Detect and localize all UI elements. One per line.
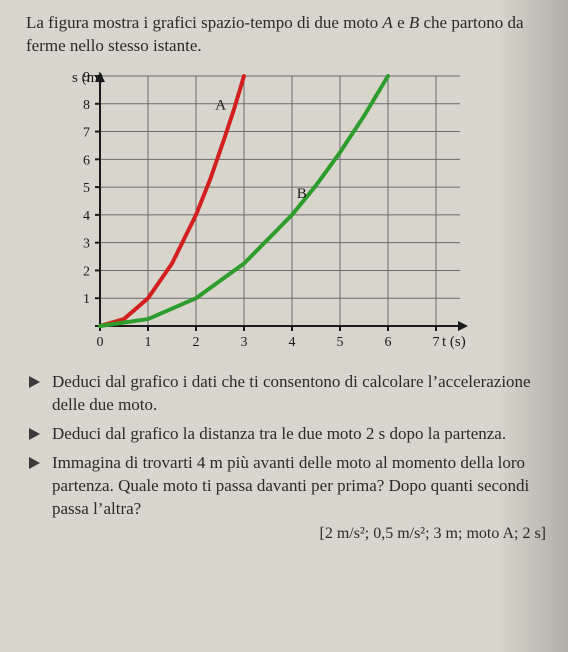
bullet-triangle-icon <box>28 375 42 389</box>
svg-text:s (m): s (m) <box>72 70 103 86</box>
svg-text:1: 1 <box>145 335 152 350</box>
question-text: Immagina di trovarti 4 m più avanti dell… <box>52 452 550 521</box>
svg-text:t (s): t (s) <box>442 334 466 350</box>
series-label-B: B <box>297 186 307 202</box>
svg-text:5: 5 <box>83 181 90 196</box>
intro-mid: e <box>393 13 409 32</box>
question-item: Deduci dal grafico la distanza tra le du… <box>26 423 550 446</box>
bullet-triangle-icon <box>28 456 42 470</box>
svg-text:1: 1 <box>83 292 90 307</box>
problem-intro: La figura mostra i grafici spazio-tempo … <box>26 12 550 58</box>
svg-text:2: 2 <box>193 335 200 350</box>
svg-text:5: 5 <box>337 335 344 350</box>
svg-text:3: 3 <box>241 335 248 350</box>
question-item: Immagina di trovarti 4 m più avanti dell… <box>26 452 550 521</box>
intro-B: B <box>409 13 419 32</box>
question-item: Deduci dal grafico i dati che ti consent… <box>26 371 550 417</box>
svg-text:6: 6 <box>83 153 90 168</box>
svg-text:7: 7 <box>83 125 90 140</box>
svg-text:6: 6 <box>385 335 392 350</box>
bullet-triangle-icon <box>28 427 42 441</box>
svg-text:4: 4 <box>83 209 90 224</box>
svg-text:2: 2 <box>83 264 90 279</box>
series-label-A: A <box>215 97 226 113</box>
svg-text:8: 8 <box>83 98 90 113</box>
intro-part1: La figura mostra i grafici spazio-tempo … <box>26 13 382 32</box>
question-text: Deduci dal grafico la distanza tra le du… <box>52 423 550 446</box>
question-text: Deduci dal grafico i dati che ti consent… <box>52 371 550 417</box>
answer-line: [2 m/s²; 0,5 m/s²; 3 m; moto A; 2 s] <box>26 525 550 543</box>
intro-A: A <box>382 13 392 32</box>
svg-text:0: 0 <box>97 335 104 350</box>
chart-container: 01234567123456789s (m)t (s)AB <box>54 66 550 361</box>
svg-text:7: 7 <box>433 335 440 350</box>
position-time-chart: 01234567123456789s (m)t (s)AB <box>54 66 474 356</box>
question-list: Deduci dal grafico i dati che ti consent… <box>26 371 550 521</box>
svg-text:4: 4 <box>289 335 296 350</box>
series-A <box>100 76 244 326</box>
svg-text:3: 3 <box>83 237 90 252</box>
